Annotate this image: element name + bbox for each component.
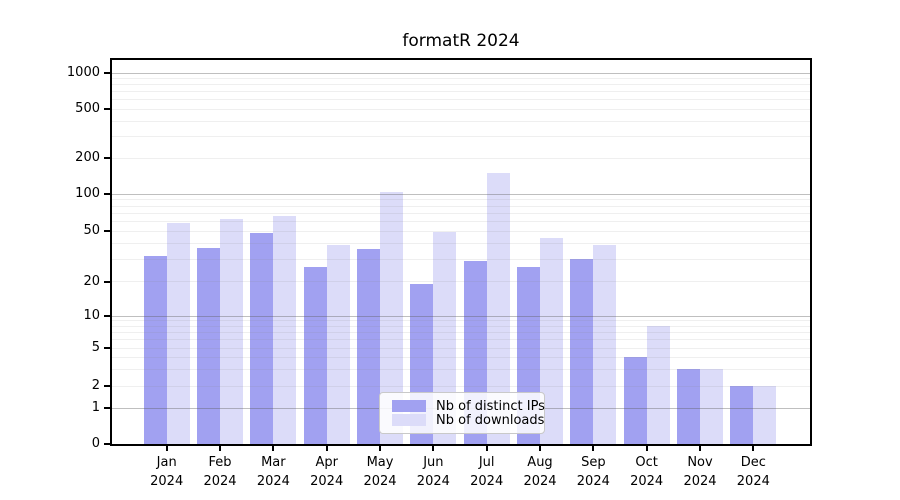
gridline-minor-300: [112, 136, 810, 138]
y-tick-label-2: 2: [91, 378, 100, 393]
bar-nb-of-downloads-may-2024: [380, 191, 404, 444]
bar-nb-of-downloads-nov-2024: [700, 369, 723, 444]
gridline-minor-70: [112, 212, 810, 214]
x-tick-may-2024: [379, 446, 382, 451]
gridline-minor-800: [112, 84, 810, 86]
y-tick-500: [104, 108, 110, 111]
gridline-minor-400: [112, 120, 810, 122]
x-tick-dec-2024: [752, 446, 755, 451]
gridline-minor-200: [112, 157, 810, 159]
bar-nb-of-downloads-jul-2024: [486, 172, 510, 444]
bar-nb-of-downloads-jun-2024: [433, 232, 457, 444]
y-tick-label-500: 500: [75, 101, 100, 117]
y-tick-label-20: 20: [83, 273, 100, 289]
x-tick-sep-2024: [592, 446, 595, 451]
legend-swatch-distinct-ips: [392, 400, 426, 412]
chart-title: formatR 2024: [402, 31, 520, 51]
y-tick-100: [104, 193, 110, 196]
y-tick-0: [104, 443, 110, 445]
x-tick-label-mar-2024: Mar 2024: [256, 455, 290, 489]
bar-nb-of-distinct-ips-oct-2024: [623, 357, 647, 444]
x-tick-label-nov-2024: Nov 2024: [683, 455, 717, 489]
x-tick-label-feb-2024: Feb 2024: [203, 455, 237, 489]
legend-item-downloads: Nb of downloads: [392, 413, 544, 428]
bar-nb-of-distinct-ips-sep-2024: [570, 259, 594, 444]
legend-swatch-downloads: [392, 414, 426, 426]
x-tick-jan-2024: [165, 446, 168, 451]
bar-nb-of-downloads-dec-2024: [753, 386, 777, 444]
x-tick-jul-2024: [485, 446, 488, 451]
y-tick-label-200: 200: [75, 150, 100, 166]
x-tick-oct-2024: [645, 446, 648, 451]
y-tick-label-1000: 1000: [66, 65, 100, 81]
y-tick-label-1: 1: [91, 400, 100, 416]
x-tick-label-aug-2024: Aug 2024: [523, 455, 557, 489]
bar-nb-of-downloads-mar-2024: [273, 216, 297, 444]
bar-nb-of-distinct-ips-may-2024: [357, 249, 381, 444]
legend-label-downloads: Nb of downloads: [436, 412, 545, 428]
x-tick-label-oct-2024: Oct 2024: [630, 455, 664, 489]
y-tick-2: [104, 385, 110, 387]
gridline-minor-90: [112, 199, 810, 201]
bar-nb-of-distinct-ips-jan-2024: [143, 255, 167, 444]
bar-nb-of-distinct-ips-apr-2024: [303, 267, 327, 444]
legend-label-distinct-ips: Nb of distinct IPs: [436, 398, 545, 414]
x-tick-apr-2024: [325, 446, 328, 451]
y-tick-label-100: 100: [75, 186, 100, 202]
y-tick-200: [104, 157, 110, 160]
x-tick-label-may-2024: May 2024: [363, 455, 397, 489]
x-tick-label-sep-2024: Sep 2024: [576, 455, 610, 489]
y-tick-1: [104, 407, 110, 410]
gridline-major-100: [112, 193, 810, 195]
x-tick-nov-2024: [699, 446, 701, 451]
gridline-minor-900: [112, 78, 810, 80]
bar-nb-of-downloads-oct-2024: [646, 326, 670, 444]
gridline-minor-40: [112, 242, 810, 244]
bar-nb-of-distinct-ips-feb-2024: [197, 247, 221, 444]
x-tick-mar-2024: [272, 446, 275, 451]
bar-nb-of-distinct-ips-mar-2024: [250, 233, 274, 444]
y-tick-label-50: 50: [83, 223, 100, 238]
x-tick-label-jan-2024: Jan 2024: [150, 455, 184, 489]
y-tick-label-5: 5: [91, 340, 100, 356]
x-tick-jun-2024: [432, 446, 435, 451]
gridline-minor-700: [112, 91, 810, 93]
y-tick-label-10: 10: [83, 308, 100, 323]
plot-area: Nb of distinct IPs Nb of downloads 0 1 2 5 1…: [67, 58, 812, 489]
y-tick-10: [104, 315, 110, 317]
legend: Nb of distinct IPs Nb of downloads: [379, 392, 545, 434]
gridline-minor-60: [112, 220, 810, 222]
x-tick-label-jul-2024: Jul 2024: [470, 455, 504, 489]
gridline-minor-50: [112, 230, 810, 232]
y-tick-label-0: 0: [91, 436, 100, 451]
bar-nb-of-downloads-feb-2024: [220, 218, 244, 444]
gridline-minor-500: [112, 108, 810, 110]
bar-nb-of-downloads-sep-2024: [593, 244, 617, 444]
bar-nb-of-downloads-aug-2024: [540, 238, 563, 444]
bar-nb-of-distinct-ips-nov-2024: [677, 369, 700, 444]
x-tick-label-jun-2024: Jun 2024: [416, 455, 450, 489]
bar-nb-of-downloads-jan-2024: [166, 223, 190, 444]
x-tick-label-dec-2024: Dec 2024: [736, 455, 770, 489]
bar-nb-of-downloads-apr-2024: [326, 244, 350, 444]
legend-item-distinct-ips: Nb of distinct IPs: [392, 399, 545, 414]
y-tick-1000: [104, 72, 110, 75]
y-tick-5: [104, 347, 110, 350]
x-tick-label-apr-2024: Apr 2024: [310, 455, 344, 489]
gridline-minor-600: [112, 99, 810, 101]
x-tick-aug-2024: [539, 446, 541, 451]
bar-nb-of-distinct-ips-dec-2024: [730, 386, 754, 444]
y-tick-50: [104, 230, 110, 232]
y-tick-20: [104, 280, 110, 283]
gridline-major-1000: [112, 72, 810, 74]
gridline-minor-80: [112, 205, 810, 207]
x-tick-feb-2024: [219, 446, 222, 451]
